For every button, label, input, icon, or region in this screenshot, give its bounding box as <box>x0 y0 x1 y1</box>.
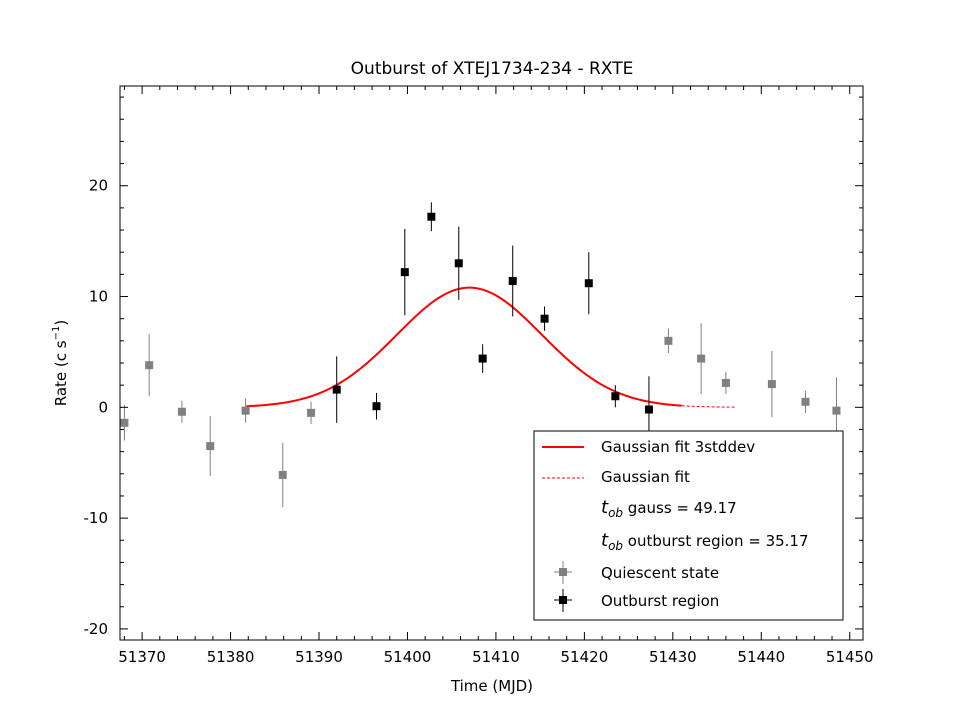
annotation-symbol: t <box>601 497 609 518</box>
y-axis-label: Rate (c s−1) <box>51 320 70 406</box>
y-tick-label: 0 <box>98 398 108 416</box>
plot-area <box>120 202 841 508</box>
data-point <box>664 336 673 345</box>
gaussian-fit-dashed-line <box>681 405 735 408</box>
annotation-symbol: t <box>601 530 609 551</box>
y-axis-label-close: ) <box>52 320 70 326</box>
y-tick-label: -20 <box>84 620 109 638</box>
data-point <box>508 277 517 286</box>
data-point <box>427 212 436 221</box>
data-point <box>120 418 129 427</box>
y-axis-label-exponent: −1 <box>51 326 62 341</box>
x-tick-label: 51440 <box>737 648 785 666</box>
legend-label-quiescent: Quiescent state <box>601 564 719 582</box>
legend-label-outburst: Outburst region <box>601 592 719 610</box>
data-point <box>400 268 409 277</box>
data-point <box>697 354 706 363</box>
data-point <box>767 380 776 389</box>
annotation-subscript: ob <box>608 539 623 553</box>
data-point <box>307 408 316 417</box>
chart-title: Outburst of XTEJ1734-234 - RXTE <box>351 59 634 79</box>
plot-content <box>120 202 841 508</box>
y-tick-label: -10 <box>84 509 109 527</box>
annotation-text: outburst region = 35.17 <box>623 532 808 550</box>
data-point <box>332 385 341 394</box>
y-tick-label: 10 <box>89 288 108 306</box>
data-point <box>241 406 250 415</box>
x-tick-label: 51410 <box>472 648 520 666</box>
series-outburst-region <box>332 202 653 443</box>
legend: Gaussian fit 3stddev Gaussian fit tob ga… <box>533 430 844 621</box>
legend-box <box>533 430 844 621</box>
data-point <box>721 378 730 387</box>
x-axis-label: Time (MJD) <box>450 677 533 695</box>
legend-annotation-tob-gauss: tob gauss = 49.17 <box>601 497 737 520</box>
y-tick-label: 20 <box>89 177 108 195</box>
data-point <box>278 470 287 479</box>
series-quiescent-state <box>120 323 841 508</box>
x-tick-label: 51380 <box>207 648 255 666</box>
data-point <box>540 314 549 323</box>
legend-label-fit-solid: Gaussian fit 3stddev <box>601 438 755 456</box>
annotation-subscript: ob <box>608 506 623 520</box>
x-tick-label: 51370 <box>118 648 166 666</box>
gaussian-fit-3stddev-line <box>246 286 682 408</box>
data-point <box>177 407 186 416</box>
x-tick-label: 51420 <box>561 648 609 666</box>
legend-annotation-tob-outburst: tob outburst region = 35.17 <box>601 530 809 553</box>
data-point <box>372 402 381 411</box>
axis-ticks: 51370 51380 51390 51400 51410 51420 51430 51440… <box>84 86 874 666</box>
legend-label-fit-dashed: Gaussian fit <box>601 468 690 486</box>
data-point <box>145 361 154 370</box>
data-point <box>611 392 620 401</box>
x-tick-label: 51430 <box>649 648 697 666</box>
annotation-text: gauss = 49.17 <box>623 499 737 517</box>
data-point <box>206 442 215 451</box>
data-point <box>584 279 593 288</box>
x-tick-label: 51400 <box>384 648 432 666</box>
data-point <box>801 397 810 406</box>
x-tick-label: 51450 <box>826 648 874 666</box>
data-point <box>832 406 841 415</box>
y-axis-label-main: Rate (c s <box>52 340 70 406</box>
legend-marker-quiescent <box>554 561 572 584</box>
data-point <box>454 259 463 268</box>
data-point <box>644 405 653 414</box>
data-point <box>478 354 487 363</box>
x-tick-label: 51390 <box>295 648 343 666</box>
legend-marker-outburst <box>554 589 572 612</box>
